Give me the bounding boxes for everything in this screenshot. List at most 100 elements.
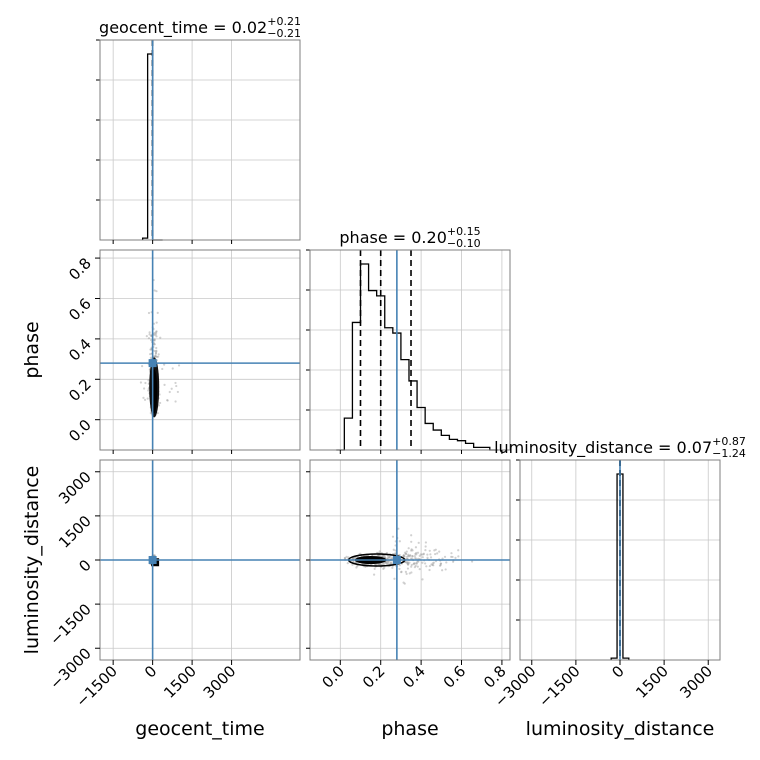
panel-phase-vs-luminosity-distance-point	[415, 561, 418, 565]
panel-geocent-time-vs-phase-point	[153, 343, 156, 346]
hist-phase-background	[310, 250, 510, 450]
hist-geocent-time	[96, 39, 301, 241]
title-minus: −1.24	[712, 447, 746, 460]
panel-geocent-time-vs-phase-point	[142, 396, 145, 399]
panel-phase-vs-luminosity-distance-point	[415, 551, 418, 555]
panel-phase-vs-luminosity-distance-point	[410, 534, 413, 537]
panel-phase-vs-luminosity-distance-point	[378, 562, 382, 565]
panel-geocent-time-vs-phase-point	[156, 411, 159, 415]
panel-phase-vs-luminosity-distance-point	[383, 555, 386, 559]
panel-geocent-time-vs-phase-point	[149, 353, 152, 356]
panel-phase-vs-luminosity-distance-point	[409, 557, 413, 560]
panel-geocent-time-vs-phase-point	[177, 364, 181, 367]
panel-geocent-time-vs-phase-point	[157, 404, 161, 407]
panel-geocent-time-vs-phase-point	[145, 334, 148, 338]
panel-geocent-time-vs-phase-point	[147, 379, 150, 382]
title-geocent-time-text: geocent_time = 0.02+0.21 −0.21	[99, 15, 301, 40]
hist-phase-steps	[336, 263, 498, 451]
panel-phase-vs-luminosity-distance-point	[428, 568, 431, 572]
panel-geocent-time-vs-phase-point	[155, 335, 158, 338]
panel-geocent-time-vs-phase-point	[155, 330, 158, 333]
panel-phase-vs-luminosity-distance-point	[410, 563, 413, 567]
panel-phase-vs-luminosity-distance-point	[410, 565, 413, 568]
panel-phase-vs-luminosity-distance-point	[416, 560, 419, 563]
panel-phase-vs-luminosity-distance-point	[429, 556, 433, 559]
panel-phase-vs-luminosity-distance-point	[414, 564, 417, 567]
panel-geocent-time-vs-phase-point	[150, 338, 153, 342]
panel-phase-vs-luminosity-distance-point	[404, 552, 407, 555]
panel-phase-vs-luminosity-distance-point	[426, 556, 429, 559]
panel-phase-vs-luminosity-distance-point	[451, 555, 454, 559]
title-phase: phase = 0.20+0.15 −0.10	[339, 225, 480, 250]
panel-phase-vs-luminosity-distance-point	[406, 560, 409, 564]
panel-phase-vs-luminosity-distance-point	[378, 550, 381, 553]
panel-phase-vs-luminosity-distance-point	[432, 561, 435, 564]
panel-phase-vs-luminosity-distance-point	[406, 567, 410, 570]
panel-phase-vs-luminosity-distance-point	[421, 561, 424, 564]
ytick-label-luminosity-distance-3: 1500	[55, 512, 95, 552]
panel-phase-vs-luminosity-distance-point	[392, 548, 395, 551]
panel-phase-vs-luminosity-distance-point	[347, 556, 350, 559]
panel-geocent-time-vs-phase-truth-marker	[148, 359, 157, 368]
panel-geocent-time-vs-luminosity-distance-content	[100, 460, 300, 660]
ytick-label-luminosity-distance-2: 0	[75, 556, 94, 575]
panel-phase-vs-luminosity-distance-point	[388, 556, 391, 559]
panel-phase-vs-luminosity-distance-point	[410, 548, 413, 551]
panel-phase-vs-luminosity-distance-point	[452, 560, 455, 563]
xtick-label-geocent-time-3: 3000	[200, 662, 240, 702]
panel-geocent-time-vs-phase-point	[147, 389, 150, 392]
ylabel-luminosity-distance: luminosity_distance	[21, 466, 43, 655]
panel-geocent-time-vs-phase-point	[148, 331, 151, 334]
panel-phase-vs-luminosity-distance-point	[387, 562, 390, 565]
ytick-label-phase-1: 0.2	[65, 375, 95, 405]
panel-phase-vs-luminosity-distance-point	[372, 573, 376, 576]
panel-phase-vs-luminosity-distance-point	[418, 554, 421, 557]
panel-phase-vs-luminosity-distance-point	[385, 551, 389, 555]
panel-geocent-time-vs-luminosity-distance	[99, 459, 301, 661]
panel-phase-vs-luminosity-distance-point	[385, 562, 388, 565]
title-minus: −0.21	[267, 27, 301, 40]
panel-phase-vs-luminosity-distance-point	[398, 564, 401, 567]
panel-geocent-time-vs-phase-point	[156, 355, 159, 359]
panel-phase-vs-luminosity-distance-point	[424, 549, 427, 552]
panel-geocent-time-vs-phase-point	[161, 367, 164, 371]
panel-phase-vs-luminosity-distance-point	[410, 549, 413, 552]
panel-phase-vs-luminosity-distance-point	[405, 550, 408, 553]
panel-geocent-time-vs-phase-point	[155, 350, 158, 353]
panel-phase-vs-luminosity-distance-content	[310, 460, 510, 660]
panel-phase-vs-luminosity-distance-point	[405, 560, 408, 564]
panel-phase-vs-luminosity-distance-point	[425, 565, 428, 568]
panel-phase-vs-luminosity-distance-point	[412, 563, 415, 566]
panel-phase-vs-luminosity-distance-point	[431, 563, 434, 567]
panel-phase-vs-luminosity-distance-point	[424, 562, 427, 565]
panel-geocent-time-vs-phase-border	[99, 249, 301, 451]
panel-geocent-time-vs-phase-point	[159, 336, 162, 339]
panel-phase-vs-luminosity-distance-point	[413, 562, 416, 565]
panel-geocent-time-vs-phase-point	[149, 356, 152, 359]
panel-geocent-time-vs-phase-point	[153, 289, 156, 292]
panel-geocent-time-vs-phase-point	[154, 333, 157, 336]
panel-geocent-time-vs-phase-point	[154, 354, 157, 357]
panel-phase-vs-luminosity-distance-point	[416, 551, 420, 554]
panel-phase-vs-luminosity-distance-point	[343, 557, 347, 560]
panel-geocent-time-vs-phase-point	[166, 399, 169, 402]
title-luminosity-distance: luminosity_distance = 0.07+0.87 −1.24	[494, 435, 746, 460]
xtick-label-luminosity-distance-1: −1500	[535, 662, 584, 711]
panel-geocent-time-vs-phase-point	[170, 387, 173, 390]
panel-geocent-time-vs-phase-point	[155, 321, 158, 324]
panel-phase-vs-luminosity-distance-point	[343, 556, 346, 560]
panel-phase-vs-luminosity-distance-point	[408, 561, 411, 564]
panel-phase-vs-luminosity-distance-point	[428, 564, 431, 568]
hist-luminosity-distance	[516, 459, 721, 661]
panel-phase-vs-luminosity-distance-point	[414, 552, 417, 556]
panel-phase-vs-luminosity-distance-point	[383, 566, 386, 569]
panel-phase-vs-luminosity-distance-point	[389, 561, 392, 565]
panel-phase-vs-luminosity-distance-point	[439, 562, 442, 565]
panel-phase-vs-luminosity-distance-point	[407, 547, 410, 550]
panel-phase-vs-luminosity-distance-point	[411, 555, 414, 558]
panel-geocent-time-vs-phase-point	[148, 333, 151, 336]
panel-phase-vs-luminosity-distance-point	[457, 549, 460, 552]
panel-phase-vs-luminosity-distance-point	[441, 569, 444, 572]
panel-geocent-time-vs-phase-point	[154, 351, 158, 354]
